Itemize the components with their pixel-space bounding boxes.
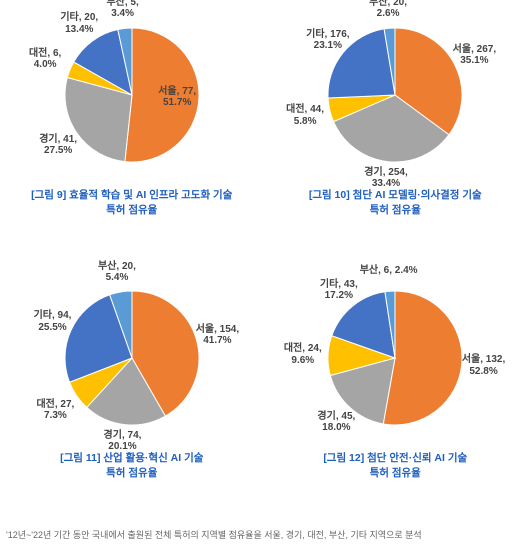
caption-line: [그림 11] 산업 활용·혁신 AI 기술 (60, 452, 203, 464)
pie-slice-서울 (125, 28, 199, 162)
footnote: '12년~'22년 기간 동안 국내에서 출원된 전체 특허의 지역별 점유율을… (0, 526, 527, 548)
caption-line: 특허 점유율 (370, 204, 421, 216)
chart-cell-3: 서울, 132,52.8%경기, 45,18.0%대전, 24,9.6%기타, … (264, 263, 527, 526)
pie-chart-3: 서울, 132,52.8%경기, 45,18.0%대전, 24,9.6%기타, … (308, 271, 482, 445)
chart-caption-0: [그림 9] 효율적 학습 및 AI 인프라 고도화 기술 특허 점유율 (31, 188, 232, 217)
caption-line: [그림 10] 첨단 AI 모델링·의사결정 기술 (309, 189, 482, 201)
chart-cell-1: 서울, 267,35.1%경기, 254,33.4%대전, 44,5.8%기타,… (264, 0, 527, 263)
chart-caption-3: [그림 12] 첨단 안전·신뢰 AI 기술 특허 점유율 (323, 451, 467, 480)
pie-chart-0: 서울, 77,51.7%경기, 41,27.5%대전, 6,4.0%기타, 20… (45, 8, 219, 182)
caption-line: 특허 점유율 (106, 204, 157, 216)
chart-caption-2: [그림 11] 산업 활용·혁신 AI 기술 특허 점유율 (60, 451, 203, 480)
caption-line: 특허 점유율 (370, 467, 421, 479)
caption-line: [그림 12] 첨단 안전·신뢰 AI 기술 (323, 452, 467, 464)
pie-slice-기타 (328, 29, 395, 98)
caption-line: 특허 점유율 (106, 467, 157, 479)
charts-container: 서울, 77,51.7%경기, 41,27.5%대전, 6,4.0%기타, 20… (0, 0, 527, 548)
caption-line: [그림 9] 효율적 학습 및 AI 인프라 고도화 기술 (31, 189, 232, 201)
chart-cell-2: 서울, 154,41.7%경기, 74,20.1%대전, 27,7.3%기타, … (0, 263, 264, 526)
charts-grid: 서울, 77,51.7%경기, 41,27.5%대전, 6,4.0%기타, 20… (0, 0, 527, 526)
chart-caption-1: [그림 10] 첨단 AI 모델링·의사결정 기술 특허 점유율 (309, 188, 482, 217)
pie-chart-1: 서울, 267,35.1%경기, 254,33.4%대전, 44,5.8%기타,… (308, 8, 482, 182)
chart-cell-0: 서울, 77,51.7%경기, 41,27.5%대전, 6,4.0%기타, 20… (0, 0, 264, 263)
pie-chart-2: 서울, 154,41.7%경기, 74,20.1%대전, 27,7.3%기타, … (45, 271, 219, 445)
